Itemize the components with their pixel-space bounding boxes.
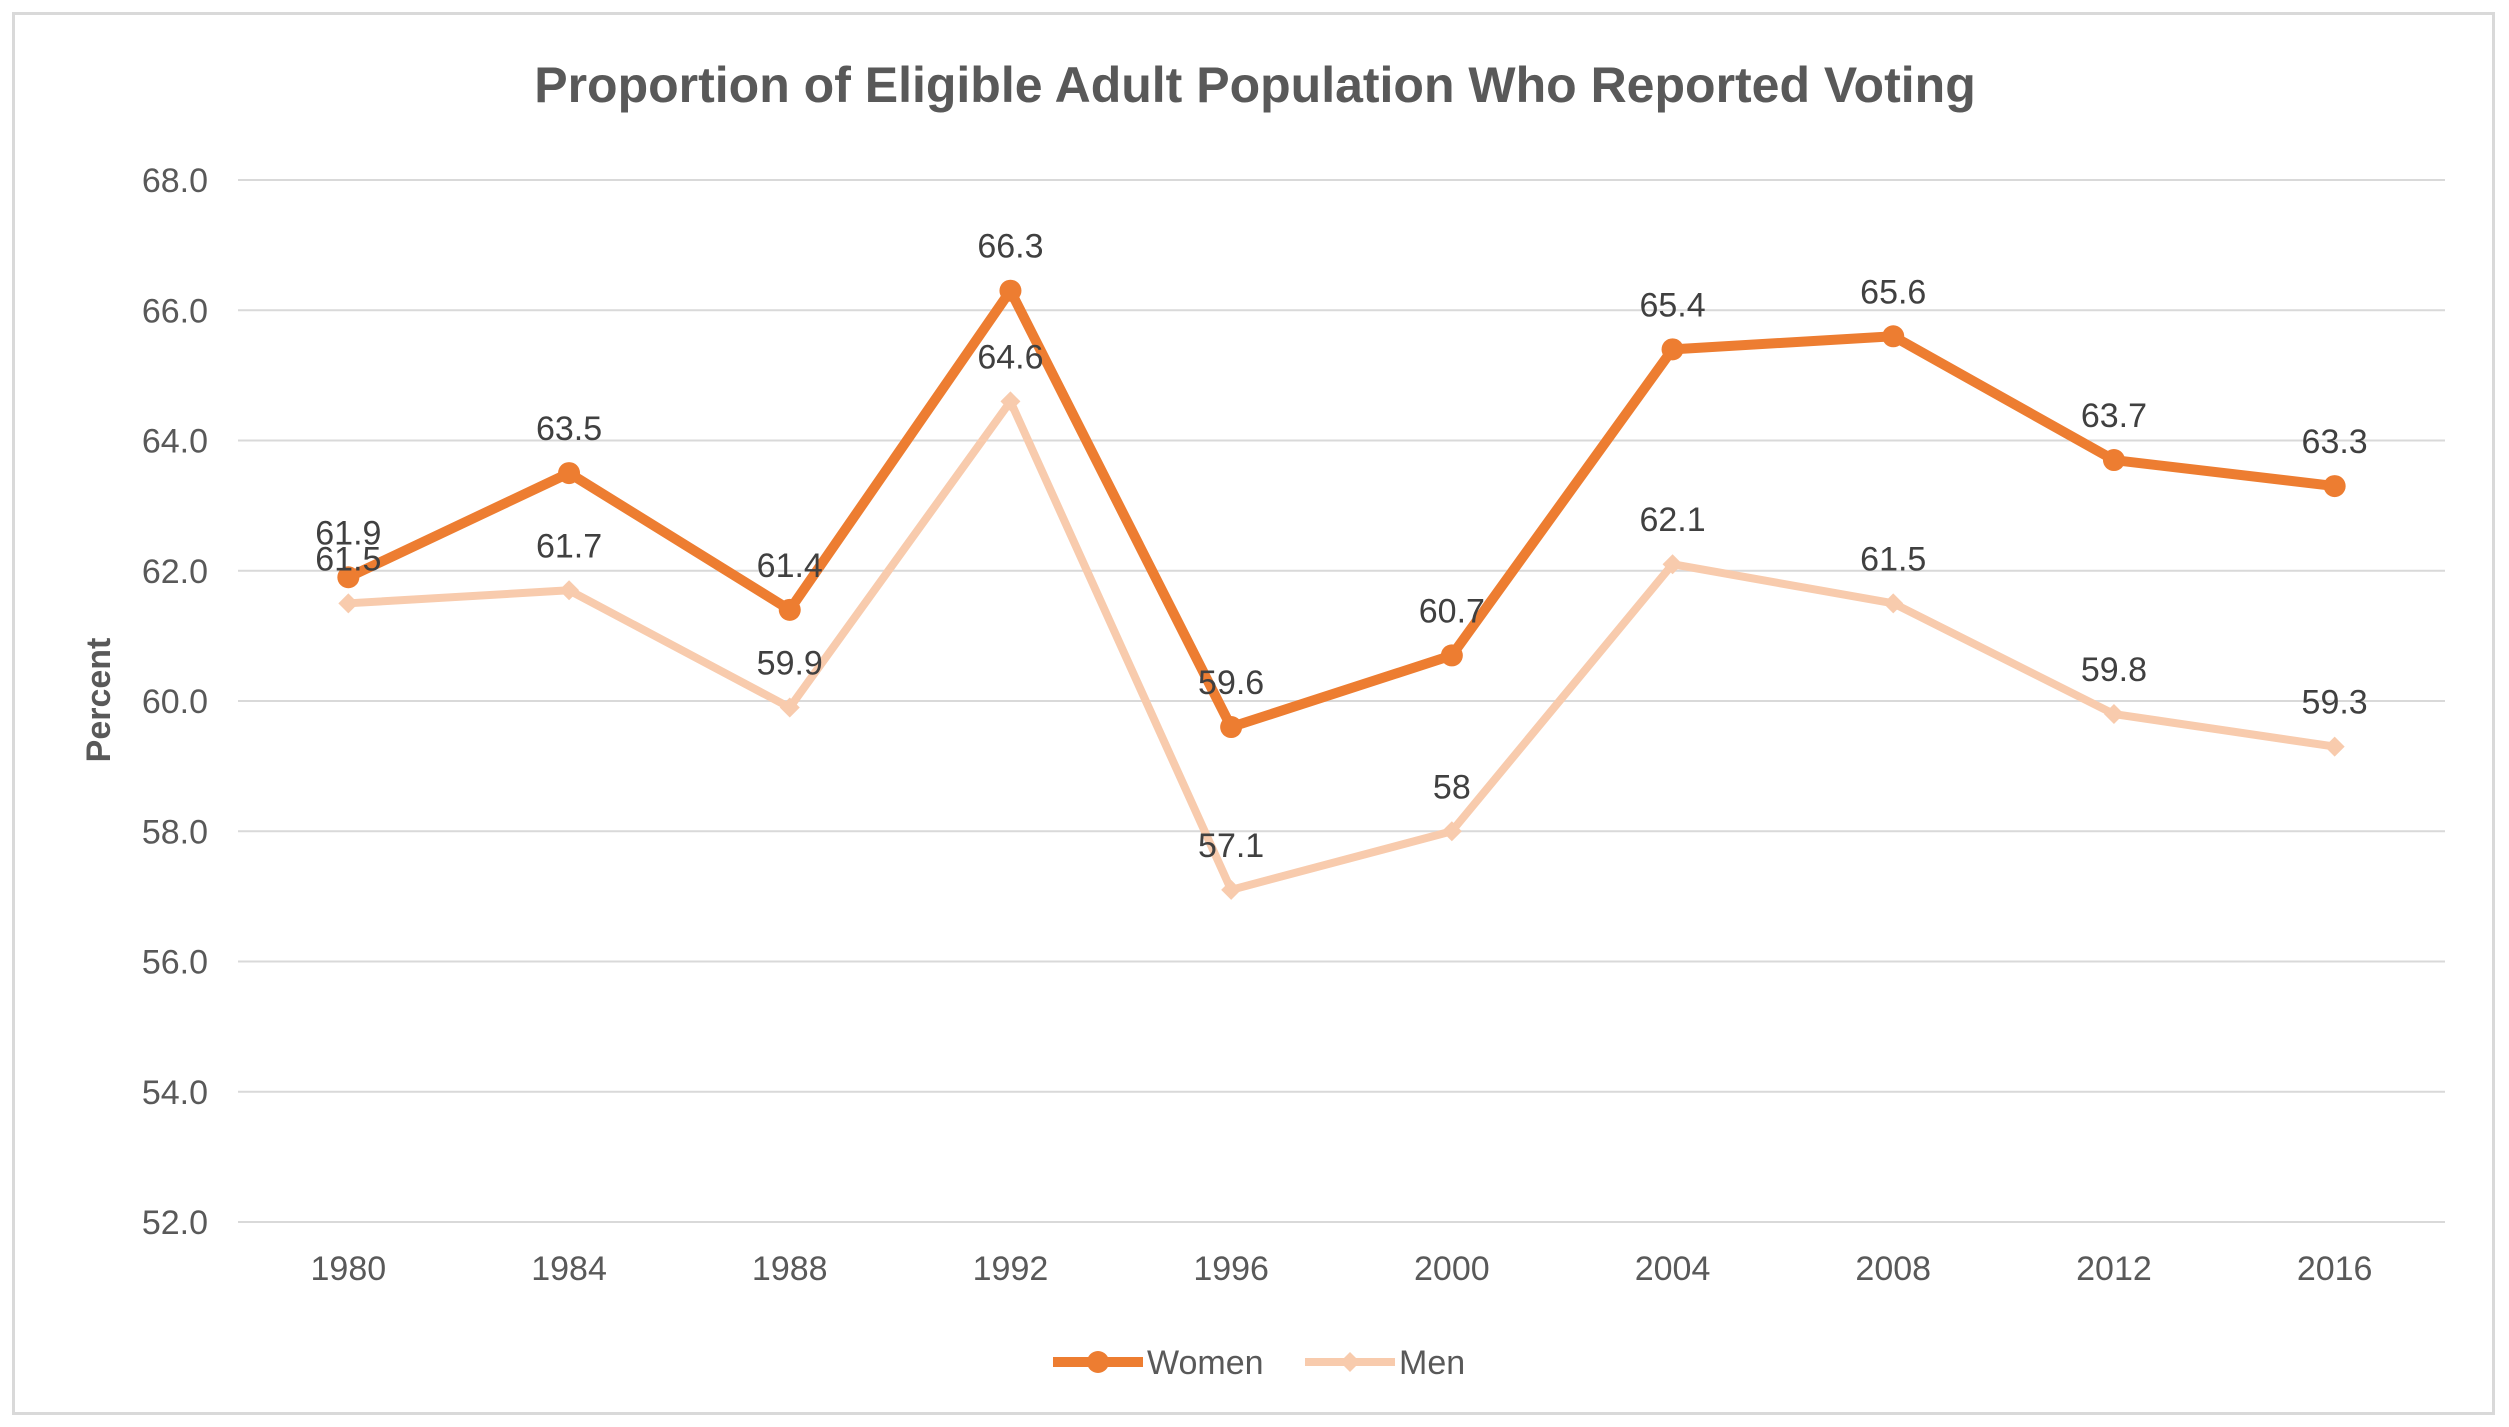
data-label: 65.6 — [1860, 273, 1926, 311]
data-label: 63.5 — [536, 410, 602, 448]
data-label: 61.9 — [315, 514, 381, 552]
x-tick-label: 1992 — [973, 1250, 1049, 1288]
y-axis-label: Percent — [80, 638, 118, 763]
x-axis-ticks: 1980 1984 1988 1992 1996 2000 2004 2008 2012 2016 — [311, 1250, 2373, 1288]
x-tick-label: 1984 — [531, 1250, 607, 1288]
data-point — [337, 566, 360, 589]
y-tick-label: 68.0 — [142, 162, 208, 200]
data-label: 61.7 — [536, 527, 602, 565]
data-point — [2323, 475, 2346, 498]
chart-title: Proportion of Eligible Adult Population … — [534, 57, 1975, 113]
data-label: 59.3 — [2302, 684, 2368, 722]
data-point — [1441, 821, 1462, 842]
data-point — [778, 598, 801, 621]
y-axis-ticks: 52.0 54.0 56.0 58.0 60.0 62.0 64.0 66.0 68.0 — [142, 162, 208, 1242]
data-label: 58 — [1433, 768, 1471, 806]
chart-frame — [12, 12, 2495, 1415]
series-men — [338, 391, 2345, 900]
x-tick-label: 2004 — [1635, 1250, 1711, 1288]
data-labels: 61.5 61.7 59.9 64.6 57.1 58 62.1 61.5 59.8 59.3 61… — [315, 228, 2367, 865]
data-point — [1220, 716, 1243, 739]
data-point — [2103, 704, 2124, 725]
data-point — [999, 279, 1022, 302]
data-point — [338, 593, 359, 614]
legend-item-men: Men — [1305, 1344, 1465, 1382]
data-label: 61.4 — [757, 547, 823, 585]
y-tick-label: 64.0 — [142, 423, 208, 461]
series-layer — [337, 279, 2346, 900]
legend-item-women: Women — [1053, 1344, 1264, 1382]
data-label: 59.9 — [757, 645, 823, 683]
data-label: 65.4 — [1639, 286, 1705, 324]
data-point — [2324, 736, 2345, 757]
data-label: 62.1 — [1639, 501, 1705, 539]
data-point — [559, 580, 580, 601]
data-point — [1883, 593, 1904, 614]
data-label: 59.6 — [1198, 664, 1264, 702]
data-label: 61.5 — [1860, 540, 1926, 578]
x-tick-label: 1980 — [311, 1250, 387, 1288]
legend-label: Women — [1147, 1344, 1264, 1382]
data-point — [1000, 391, 1021, 412]
y-tick-label: 62.0 — [142, 553, 208, 591]
data-point — [1440, 644, 1463, 667]
y-tick-label: 56.0 — [142, 944, 208, 982]
series-women — [337, 279, 2346, 739]
y-tick-label: 54.0 — [142, 1074, 208, 1112]
data-label: 59.8 — [2081, 651, 2147, 689]
x-tick-label: 1988 — [752, 1250, 828, 1288]
data-point — [1882, 325, 1905, 348]
data-label: 63.3 — [2302, 423, 2368, 461]
data-point — [1662, 554, 1683, 575]
data-label: 57.1 — [1198, 827, 1264, 865]
y-tick-label: 58.0 — [142, 813, 208, 851]
data-point — [779, 697, 800, 718]
x-tick-label: 2012 — [2076, 1250, 2152, 1288]
data-point — [1221, 879, 1242, 900]
data-label: 64.6 — [977, 338, 1043, 376]
data-label: 61.5 — [315, 540, 381, 578]
legend: Women Men — [1053, 1344, 1465, 1382]
y-tick-label: 66.0 — [142, 292, 208, 330]
y-tick-label: 60.0 — [142, 683, 208, 721]
x-tick-label: 2000 — [1414, 1250, 1490, 1288]
legend-label: Men — [1399, 1344, 1465, 1382]
series-line — [344, 397, 2339, 894]
x-tick-label: 2008 — [1855, 1250, 1931, 1288]
x-tick-label: 2016 — [2297, 1250, 2373, 1288]
x-tick-label: 1996 — [1193, 1250, 1269, 1288]
data-label: 66.3 — [977, 228, 1043, 266]
data-point — [558, 462, 581, 485]
data-point — [2102, 449, 2125, 472]
y-tick-label: 52.0 — [142, 1204, 208, 1242]
data-point — [1661, 338, 1684, 361]
data-label: 60.7 — [1419, 592, 1485, 630]
series-line — [343, 285, 2340, 733]
gridlines — [238, 179, 2445, 1223]
legend-marker — [1087, 1351, 1109, 1373]
data-label: 63.7 — [2081, 397, 2147, 435]
legend-marker — [1340, 1352, 1360, 1372]
